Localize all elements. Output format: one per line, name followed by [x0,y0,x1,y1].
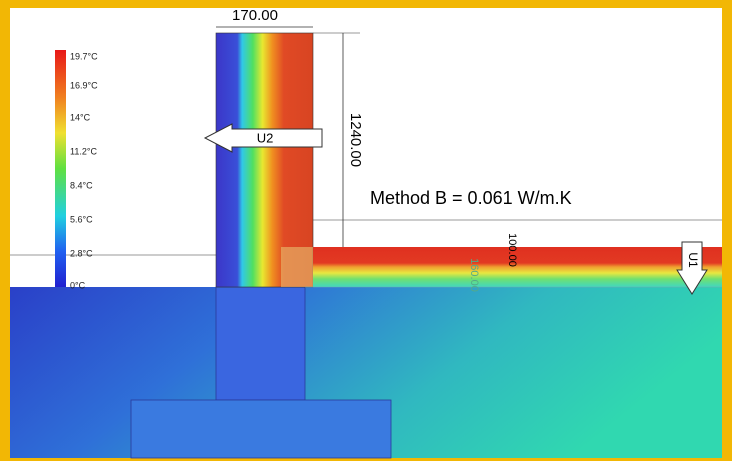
legend-label: 16.9°C [70,80,98,90]
legend-bar [55,50,66,287]
legend-label: 8.4°C [70,180,93,190]
foundation-wall [216,287,305,400]
page: {"legend": {"labels": ["19.7°C", "16.9°C… [0,0,732,461]
dimension-label: 160.00 [468,258,480,292]
arrow-label: U2 [257,130,274,145]
dimension-label: 170.00 [232,7,278,24]
legend-label: 11.2°C [70,146,97,156]
arrow-label: U1 [686,252,700,268]
footing [131,400,391,458]
thermal-diagram: 19.7°C 16.9°C 14°C 11.2°C 8.4°C 5.6°C 2.… [0,0,732,461]
result-text: Method B = 0.061 W/m.K [370,188,572,208]
legend-label: 19.7°C [70,51,98,61]
legend-label: 0°C [70,280,86,290]
legend-label: 14°C [70,112,91,122]
legend-label: 2.8°C [70,248,93,258]
dimension-label: 1240.00 [347,113,364,167]
dimension-label: 100.00 [506,233,518,267]
junction [281,247,313,287]
legend-label: 5.6°C [70,214,93,224]
